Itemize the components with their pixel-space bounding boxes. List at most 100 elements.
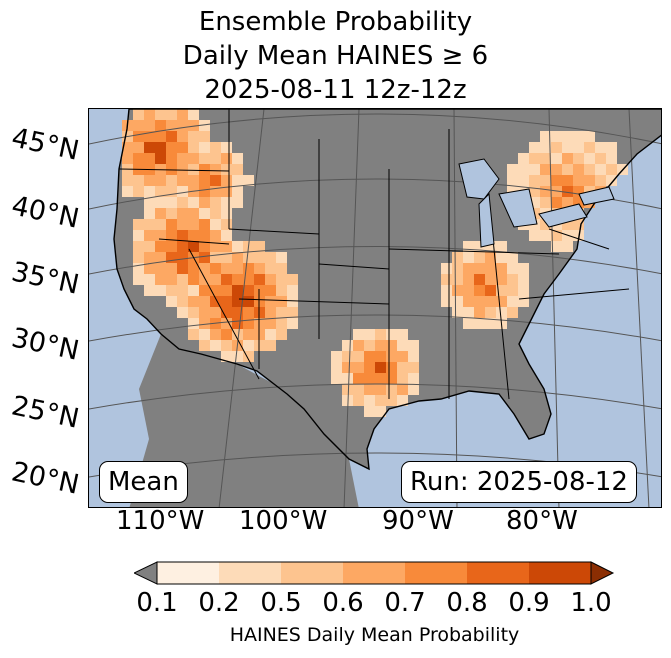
probability-cell [364,362,375,373]
probability-cell [562,175,573,186]
probability-cell [595,153,606,164]
probability-cell [221,175,232,186]
probability-cell [529,175,540,186]
probability-cell [364,351,375,362]
probability-cell [221,186,232,197]
probability-cell [188,131,199,142]
probability-cell [562,142,573,153]
probability-cell [452,263,463,274]
probability-cell [144,263,155,274]
probability-cell [474,274,485,285]
colorbar-segment [343,562,405,584]
probability-cell [386,351,397,362]
colorbar-under-arrow [134,561,158,585]
probability-cell [166,274,177,285]
probability-cell [496,274,507,285]
probability-cell [221,197,232,208]
probability-cell [188,329,199,340]
probability-cell [364,406,375,417]
probability-cell [474,252,485,263]
lat-tick-20: 20°N [8,456,82,501]
probability-cell [177,208,188,219]
probability-cell [562,197,573,208]
probability-cell [232,175,243,186]
state-border [518,288,630,300]
lon-tick-110w: 110°W [116,506,205,536]
probability-cell [276,307,287,318]
probability-cell [155,153,166,164]
probability-cell [210,263,221,274]
probability-cell [573,186,584,197]
probability-cell [155,142,166,153]
probability-cell [122,186,133,197]
probability-cell [210,230,221,241]
probability-cell [166,186,177,197]
probability-cell [441,296,452,307]
probability-cell [540,142,551,153]
colorbar-segment [281,562,343,584]
probability-cell [386,373,397,384]
probability-cell [188,219,199,230]
probability-cell [584,153,595,164]
probability-cell [507,252,518,263]
colorbar-tick-3: 0.6 [322,588,364,618]
probability-cell [210,175,221,186]
probability-cell [133,131,144,142]
probability-cell [485,296,496,307]
great-lake [538,203,588,228]
probability-cell [606,142,617,153]
probability-cell [144,175,155,186]
probability-cell [155,252,166,263]
probability-cell [210,340,221,351]
probability-cell [155,208,166,219]
probability-cell [210,142,221,153]
probability-cell [375,406,386,417]
probability-cell [551,186,562,197]
probability-cell [397,329,408,340]
probability-cell [353,351,364,362]
probability-cell [133,153,144,164]
probability-cell [144,197,155,208]
probability-cell [144,120,155,131]
probability-cell [606,175,617,186]
probability-cell [221,142,232,153]
probability-cell [199,274,210,285]
probability-cell [518,285,529,296]
probability-cell [133,252,144,263]
probability-cell [177,285,188,296]
probability-cell [375,373,386,384]
statistic-label: Mean [99,461,188,503]
probability-cell [265,307,276,318]
probability-cell [375,340,386,351]
probability-cell [188,318,199,329]
state-border [318,263,390,270]
state-border [238,298,390,305]
probability-cell [474,285,485,296]
probability-cell [210,241,221,252]
probability-cell [353,395,364,406]
map-panel: Mean Run: 2025-08-12 [88,108,662,508]
probability-cell [155,241,166,252]
probability-cell [540,153,551,164]
probability-cell [243,329,254,340]
probability-cell [188,296,199,307]
probability-cell [463,318,474,329]
probability-cell [474,241,485,252]
probability-cell [133,241,144,252]
probability-cell [144,230,155,241]
probability-cell [276,285,287,296]
probability-cell [166,208,177,219]
probability-cell [199,175,210,186]
probability-cell [364,340,375,351]
probability-cell [221,307,232,318]
probability-cell [408,373,419,384]
probability-cell [452,252,463,263]
probability-cell [177,274,188,285]
probability-cell [144,285,155,296]
colorbar-segment [157,562,219,584]
probability-cell [573,219,584,230]
probability-cell [188,307,199,318]
probability-cell [155,197,166,208]
probability-cell [518,274,529,285]
probability-cell [155,263,166,274]
